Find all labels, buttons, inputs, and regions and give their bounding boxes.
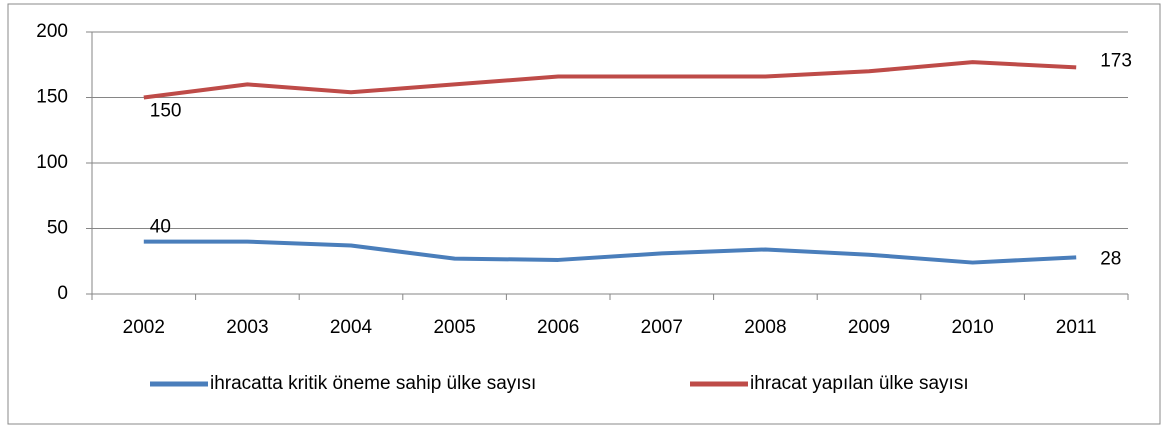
series-line [143,60,1077,100]
x-tick-label: 2008 [744,317,786,338]
x-tick-label: 2002 [123,317,165,338]
x-tick-label: 2009 [848,317,890,338]
legend-label: ihracat yapılan ülke sayısı [750,373,969,394]
data-label: 40 [150,217,171,238]
data-label: 173 [1100,50,1132,71]
y-tick-label: 200 [36,21,68,42]
chart-frame [7,3,1161,425]
y-tick-label: 150 [36,87,68,108]
y-tick-label: 0 [57,283,68,304]
x-tick-label: 2006 [537,317,579,338]
x-tick-label: 2007 [641,317,683,338]
y-tick-label: 100 [36,152,68,173]
legend-label: ihracatta kritik öneme sahip ülke sayısı [210,373,536,394]
x-tick-label: 2010 [951,317,993,338]
x-tick-label: 2004 [330,317,373,338]
data-label: 28 [1100,248,1121,269]
data-label: 150 [150,101,182,122]
x-tick-label: 2003 [226,317,268,338]
series-line [143,239,1077,265]
x-tick-label: 2005 [433,317,475,338]
y-tick-label: 50 [47,218,68,239]
x-tick-label: 2011 [1056,317,1097,338]
